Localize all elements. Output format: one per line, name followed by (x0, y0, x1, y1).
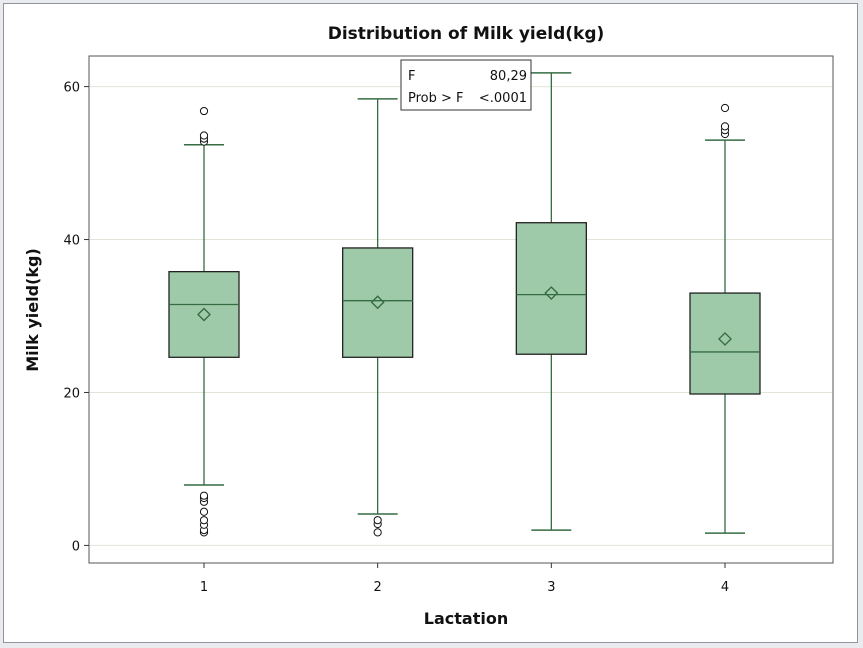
mean-marker (718, 331, 732, 346)
chart-svg: Distribution of Milk yield(kg) 0 20 40 60 1… (23, 24, 834, 628)
iqr-box (342, 247, 414, 358)
y-tick-label: 0 (72, 539, 80, 554)
x-tick-label: 1 (200, 580, 208, 595)
outlier-point (720, 122, 730, 131)
x-tick-label: 4 (721, 580, 729, 595)
box-series (168, 72, 761, 537)
x-axis-title: Lactation (424, 609, 508, 628)
inset-label: Prob > F (408, 91, 464, 106)
outlier-point (199, 131, 209, 140)
iqr-box (168, 270, 240, 358)
inset-value: 80,29 (490, 69, 527, 84)
inset-box (400, 59, 532, 111)
chart-title: Distribution of Milk yield(kg) (328, 24, 605, 44)
mean-marker (544, 286, 559, 301)
inset-label: F (408, 69, 415, 84)
stats-inset: F 80,29 Prob > F <.0001 (400, 59, 532, 111)
y-tick-label: 20 (63, 386, 80, 401)
outlier-point (199, 516, 209, 525)
outlier-point (199, 507, 209, 516)
outlier-point (720, 103, 730, 113)
y-axis-title: Milk yield(kg) (23, 248, 42, 372)
outlier-point (199, 491, 209, 500)
mean-marker (370, 295, 385, 310)
x-tick-label: 2 (374, 580, 382, 595)
iqr-box (515, 222, 587, 355)
figure-frame: Distribution of Milk yield(kg) 0 20 40 60 1… (3, 3, 858, 643)
y-tick-label: 60 (63, 81, 80, 96)
y-tick-label: 40 (63, 234, 80, 249)
x-axis-ticks: 1 2 3 4 (200, 563, 729, 595)
box-group-4 (689, 103, 761, 534)
y-axis-ticks: 0 20 40 60 (63, 81, 89, 554)
inset-value: <.0001 (479, 91, 527, 106)
box-group-2 (342, 98, 414, 537)
box-group-1 (168, 106, 240, 537)
mean-marker (197, 307, 211, 322)
iqr-box (689, 292, 761, 395)
outlier-point (373, 516, 382, 525)
x-tick-label: 3 (547, 580, 555, 595)
outlier-point (373, 528, 382, 537)
box-group-3 (515, 72, 587, 531)
outlier-point (199, 106, 209, 116)
